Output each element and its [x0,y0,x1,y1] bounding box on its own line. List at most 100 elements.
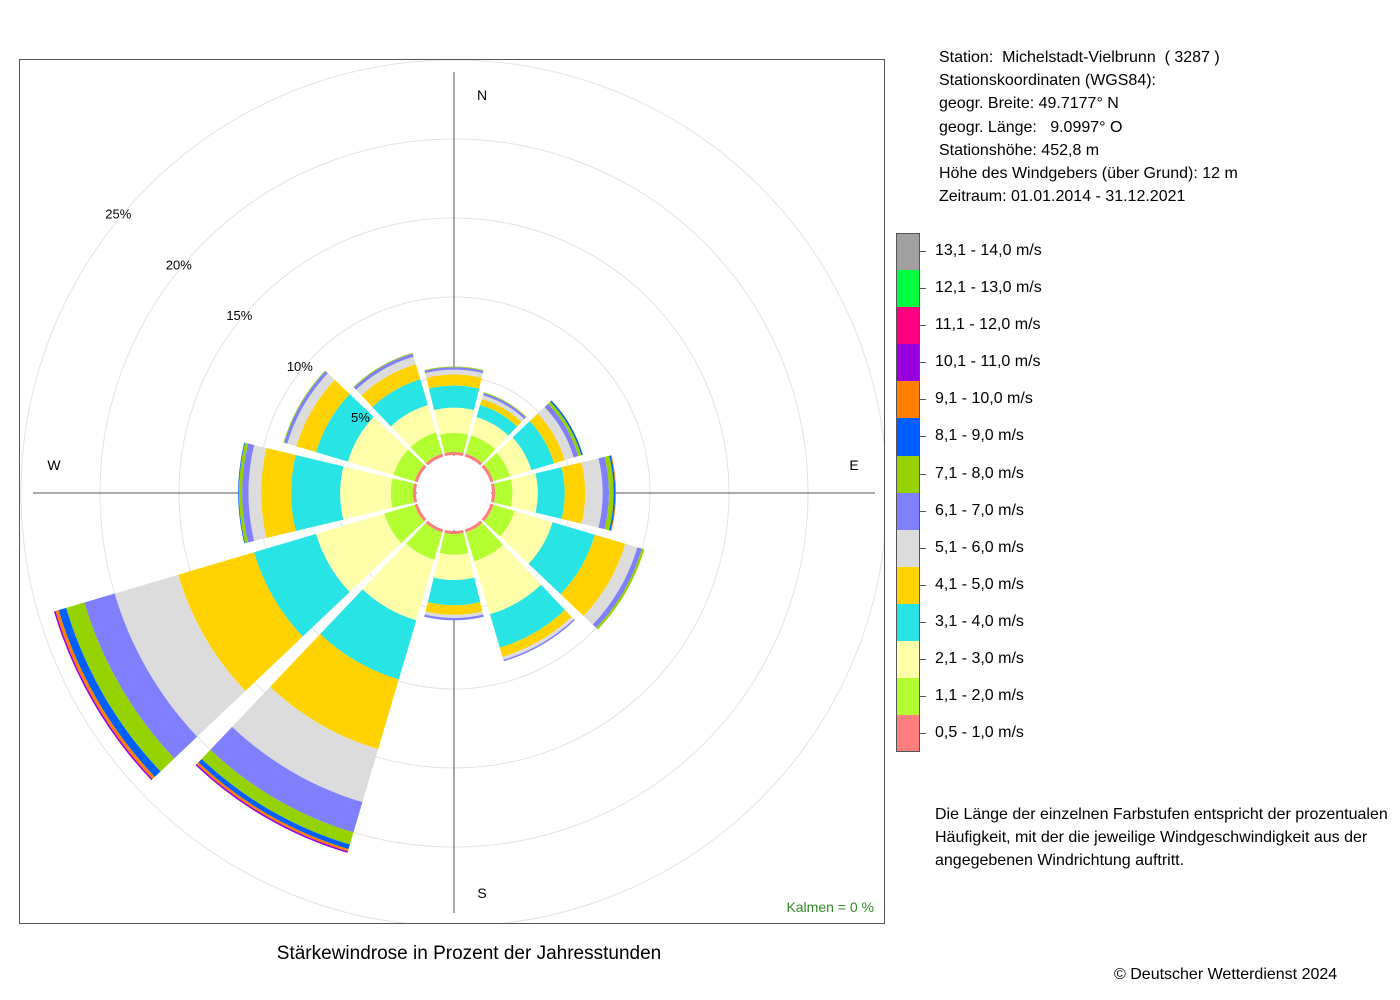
explanation-note: Die Länge der einzelnen Farbstufen entsp… [935,806,1388,869]
rose-segment [425,453,444,466]
ring-label: 15% [226,308,252,323]
rose-segment [528,522,595,595]
rose-segment [609,455,616,531]
station-line: Stationskoordinaten (WGS84): [939,72,1156,90]
rose-segment [490,483,496,503]
rose-segment [58,607,161,777]
legend-swatch [896,381,919,419]
rose-segment [444,529,464,535]
rose-segment [496,437,532,477]
legend-label: 13,1 - 14,0 m/s [935,242,1042,259]
legend-tick [919,362,926,364]
legend-tick [919,547,926,549]
legend-label: 6,1 - 7,0 m/s [935,501,1024,519]
rose-segment [406,522,443,560]
rose-segment [424,366,484,371]
rose-segment [393,449,425,482]
legend-swatch [896,307,919,345]
legend-tick [919,288,926,290]
rose-segment [560,534,626,616]
rose-segment [483,504,515,537]
rose-segment [270,634,399,750]
rose-segment [242,443,255,543]
rose-segment [537,407,574,461]
legend-tick [919,399,926,401]
rose-segment [550,400,583,456]
rose-segment [439,432,469,453]
legend-swatch [896,418,919,456]
rose-segment [583,543,638,625]
rose-segment [424,611,484,618]
station-line: Stationshöhe: 452,8 m [939,141,1100,159]
rose-segment [198,758,350,850]
rose-segment [465,522,503,562]
rose-segment [425,602,483,615]
station-line: geogr. Länge: 9.0997° O [939,118,1123,136]
rose-segment [424,367,484,374]
rose-segment [316,513,402,593]
rose-segment [499,510,553,564]
legend-tick [919,251,926,252]
ring-label: 25% [105,207,131,222]
rose-segment [66,602,175,772]
rose-segment [482,392,526,420]
station-line: Station: Michelstadt-Vielbrunn ( 3287 ) [939,49,1220,66]
rose-segment [296,379,350,453]
ring-label: 20% [166,257,192,272]
legend-swatch [896,455,919,493]
rose-segment [316,393,374,462]
rose-segment [494,479,513,507]
rose-segment [428,385,480,410]
legend-tick [919,325,926,327]
rose-segment [239,442,249,544]
legend-tick [919,473,926,475]
legend-label: 1,1 - 2,0 m/s [935,687,1024,705]
direction-label: N [477,87,487,103]
rose-segment [232,686,379,803]
legend-label: 2,1 - 3,0 m/s [935,650,1024,668]
rose-segment [114,574,246,737]
rose-segment [596,548,645,630]
ring-label: 10% [287,359,313,374]
rose-segment [414,464,427,483]
station-line: Zeitraum: 01.01.2014 - 31.12.2021 [939,188,1186,206]
rose-segment [434,407,474,435]
legend-swatch [896,715,919,753]
ring-label: 5% [351,410,370,425]
legend-tick [919,584,926,586]
legend-label: 9,1 - 10,0 m/s [935,390,1033,408]
rose-segment [480,398,522,427]
copyright: © Deutscher Wetterdienst 2024 [1114,966,1338,983]
rose-segment [481,395,525,422]
rose-segment [253,533,350,637]
legend-tick [919,510,926,512]
rose-segment [510,473,538,513]
rose-segment [604,455,614,531]
rose-segment [561,462,586,524]
rose-segment [502,616,574,660]
rose-segment [362,543,435,621]
rose-segment [427,577,481,606]
legend-tick [919,659,926,661]
legend-swatch [896,344,919,382]
legend-swatch [896,641,919,679]
legend-swatch [896,492,919,530]
rose-segment [340,466,393,520]
rose-segment [353,353,414,390]
legend-label: 8,1 - 9,0 m/s [935,427,1024,445]
rose-segment [361,364,421,407]
rose-segment [426,374,482,389]
rose-segment [465,435,496,464]
rose-segment [481,464,494,483]
rose-segment [414,503,427,522]
rose-segment [291,454,344,532]
rose-segment [581,458,603,528]
rose-segment [248,445,267,541]
rose-segment [471,417,509,450]
rose-segment [474,544,542,615]
rose-segment [201,749,354,845]
legend-label: 4,1 - 5,0 m/s [935,575,1024,593]
rose-segment [548,401,582,457]
rose-segment [390,478,414,508]
legend-swatch [896,603,919,642]
